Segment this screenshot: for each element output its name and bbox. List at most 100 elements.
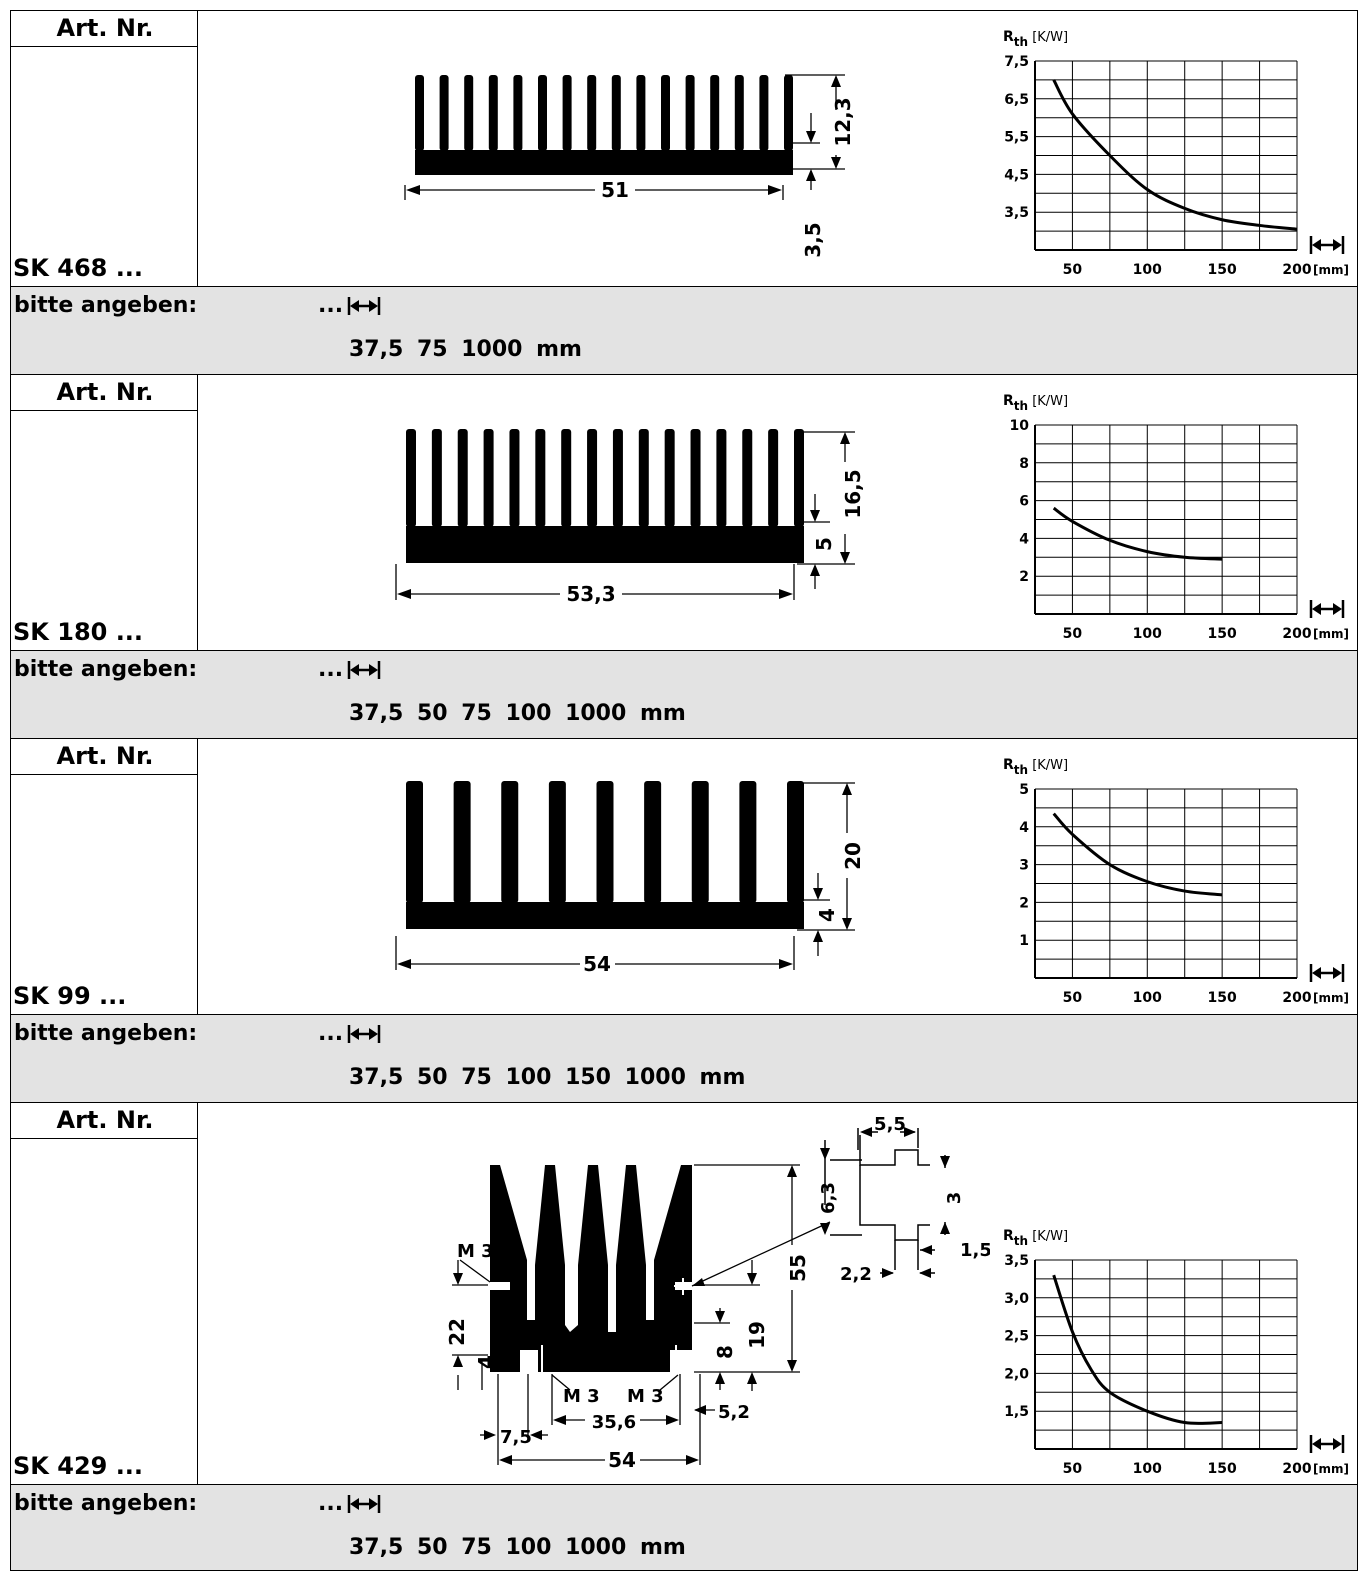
dimension-3: 3 — [944, 1192, 965, 1205]
order-spec-row: bitte angeben: ... 37,5 75 1000 mm — [10, 287, 1358, 375]
heatsink-fin — [406, 429, 416, 527]
heatsink-fin — [457, 429, 468, 527]
heatsink-fin — [644, 781, 662, 903]
chart-x-tick-label: 100 — [1133, 262, 1162, 278]
article-number-header: Art. Nr. — [11, 375, 199, 411]
thermal-resistance-chart: 3,5 3,0 2,5 2,0 1,5 50 100 150 200 [mm] Rth [K/W] — [1003, 1228, 1349, 1477]
heatsink-fin — [535, 429, 546, 527]
dimension-1-5: 1,5 — [960, 1240, 990, 1261]
heatsink-fin — [587, 75, 597, 151]
length-placeholder: ... — [318, 1491, 344, 1516]
heatsink-fin — [742, 429, 753, 527]
order-spec-label: bitte angeben: — [14, 293, 198, 318]
heatsink-fin — [636, 75, 646, 151]
dimension-height: 55 — [786, 1254, 810, 1282]
length-placeholder: ... — [318, 657, 344, 682]
heatsink-fin — [483, 429, 494, 527]
chart-y-tick-label: 4,5 — [1004, 167, 1029, 183]
length-arrow-icon — [1309, 1435, 1345, 1453]
chart-y-tick-label: 3,5 — [1004, 1253, 1029, 1269]
length-placeholder: ... — [318, 293, 344, 318]
article-cell: Art. Nr. SK 429 ... — [10, 1102, 199, 1485]
chart-y-tick-label: 1,5 — [1004, 1404, 1029, 1420]
heatsink-profile-drawing: 53,3 16,5 5 — [395, 429, 865, 604]
heatsink-fin — [787, 781, 804, 903]
heatsink-base — [406, 526, 804, 563]
label-m3-b: M 3 — [627, 1386, 664, 1407]
drawing-cell — [198, 1102, 1358, 1485]
chart-y-tick-label: 10 — [1010, 418, 1030, 434]
heatsink-fin — [710, 75, 720, 151]
chart-x-unit: [mm] — [1313, 263, 1349, 277]
chart-y-tick-label: 4 — [1019, 820, 1029, 836]
dimension-width: 51 — [601, 178, 629, 202]
chart-x-tick-label: 100 — [1133, 1461, 1162, 1477]
chart-x-tick-label: 150 — [1208, 626, 1237, 642]
dimension-2-2: 2,2 — [840, 1264, 872, 1285]
article-number-header: Art. Nr. — [11, 739, 199, 775]
heatsink-fin — [690, 429, 701, 527]
length-placeholder: ... — [318, 1021, 344, 1046]
drawing-cell — [198, 738, 1358, 1015]
chart-y-tick-label: 2,0 — [1004, 1366, 1029, 1382]
dimension-h19: 19 — [745, 1321, 769, 1349]
chart-y-axis-title: Rth [K/W] — [1003, 757, 1068, 777]
chart-x-tick-label: 150 — [1208, 1461, 1237, 1477]
chart-y-tick-label: 8 — [1019, 456, 1029, 472]
heatsink-profile-drawing: 55 19 8 22 4 M 3 M 3 M 3 7,5 35,6 5,2 54 — [445, 1114, 990, 1470]
dimension-height: 12,3 — [831, 97, 855, 146]
length-arrow-icon — [347, 661, 381, 679]
heatsink-fin — [562, 75, 572, 151]
chart-y-tick-label: 6 — [1019, 494, 1029, 510]
chart-y-tick-label: 3,5 — [1004, 205, 1029, 221]
dimension-height: 16,5 — [841, 469, 865, 518]
heatsink-fin — [453, 781, 471, 903]
product-block-1: Art. Nr. SK 468 ... 51 12,3 3,5 — [10, 10, 1358, 375]
chart-y-axis-title: Rth [K/W] — [1003, 1228, 1068, 1248]
chart-x-unit: [mm] — [1313, 1462, 1349, 1476]
heatsink-fin — [739, 781, 757, 903]
heatsink-fin — [691, 781, 709, 903]
dimension-5-5: 5,5 — [874, 1114, 906, 1135]
thermal-resistance-chart: 10 8 6 4 2 50 100 150 200 [mm] Rth [K/W] — [1003, 393, 1349, 642]
heatsink-fin — [759, 75, 769, 151]
heatsink-profile-drawing: 51 12,3 3,5 — [404, 74, 855, 258]
product-block-4: Art. Nr. SK 429 ... — [10, 1102, 1358, 1571]
label-m3-left: M 3 — [457, 1241, 494, 1262]
chart-x-tick-label: 200 — [1282, 1461, 1311, 1477]
chart-y-tick-label: 3,0 — [1004, 1291, 1029, 1307]
heatsink-profile — [406, 781, 804, 929]
heatsink-fin — [464, 75, 474, 151]
available-lengths: 37,5 50 75 100 1000 mm — [349, 701, 686, 726]
dimension-h8: 8 — [713, 1345, 737, 1359]
heatsink-profile — [490, 1165, 692, 1372]
length-arrow-icon — [347, 297, 381, 315]
heatsink-base — [415, 150, 793, 175]
article-number-header: Art. Nr. — [11, 1103, 199, 1139]
article-number: SK 180 ... — [13, 618, 144, 646]
heatsink-fin — [784, 75, 793, 151]
dimension-width: 54 — [583, 952, 611, 973]
order-spec-row: bitte angeben: ... 37,5 50 75 100 1000 m… — [10, 651, 1358, 739]
thermal-resistance-chart: 7,5 6,5 5,5 4,5 3,5 50 100 150 200 [mm] Rth [K/W] — [1003, 29, 1349, 278]
chart-y-axis-title: Rth [K/W] — [1003, 393, 1068, 413]
drawing-cell — [198, 10, 1358, 287]
heatsink-fin — [561, 429, 572, 527]
heatsink-base — [406, 902, 804, 929]
chart-x-tick-label: 50 — [1063, 990, 1083, 1006]
heatsink-fin — [664, 429, 675, 527]
heatsink-profile-drawing: 54 20 4 — [395, 781, 865, 973]
dimension-base: 4 — [815, 908, 839, 922]
length-arrow-icon — [347, 1025, 381, 1043]
chart-y-tick-label: 1 — [1019, 933, 1029, 949]
length-arrow-icon — [347, 1495, 381, 1513]
chart-y-tick-label: 2,5 — [1004, 1329, 1029, 1345]
available-lengths: 37,5 50 75 100 1000 mm — [349, 1535, 686, 1560]
chart-y-tick-label: 5,5 — [1004, 130, 1029, 146]
chart-y-tick-label: 5 — [1019, 782, 1029, 798]
heatsink-fin — [501, 781, 519, 903]
article-number-header: Art. Nr. — [11, 11, 199, 47]
dimension-base: 3,5 — [801, 222, 825, 257]
chart-y-axis-title: Rth [K/W] — [1003, 29, 1068, 49]
dimension-width: 53,3 — [566, 582, 615, 604]
